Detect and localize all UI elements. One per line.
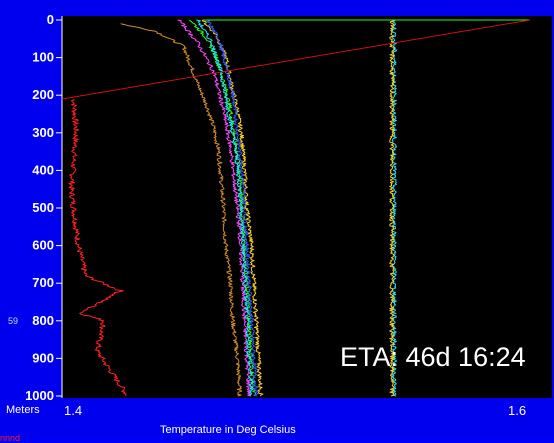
x-axis-label: Temperature in Deg Celsius xyxy=(160,424,296,436)
y-axis-label: Meters xyxy=(6,404,40,416)
series-line-10 xyxy=(61,19,531,100)
x-tick-label-max: 1.6 xyxy=(508,403,527,418)
y-tick-label: 200 xyxy=(32,87,54,102)
series-line-6 xyxy=(196,19,254,397)
y-tick-label: 400 xyxy=(32,162,54,177)
y-tick-label: 700 xyxy=(32,275,54,290)
y-tick-label: 600 xyxy=(32,238,54,253)
legend-fragment: nnnd xyxy=(0,433,21,443)
y-tick-label: 100 xyxy=(32,50,54,65)
y-tick-label: 1000 xyxy=(25,388,54,403)
y-tick-label: 900 xyxy=(32,350,54,365)
eta-annotation: ETA: 46d 16:24 xyxy=(340,342,526,372)
y-tick-label: 800 xyxy=(32,313,54,328)
y-tick-label: 500 xyxy=(32,200,54,215)
series-line-8 xyxy=(389,19,395,397)
plot-area xyxy=(62,16,552,398)
series-line-5 xyxy=(177,19,252,397)
series-line-2 xyxy=(201,19,264,397)
side-tag: 59 xyxy=(8,316,19,326)
y-tick-label: 300 xyxy=(32,125,54,140)
series-line-7 xyxy=(391,19,397,397)
series-line-0 xyxy=(68,98,127,397)
y-tick-label: 0 xyxy=(47,12,54,27)
series-line-1 xyxy=(120,23,243,397)
x-tick-label-min: 1.4 xyxy=(64,403,83,418)
